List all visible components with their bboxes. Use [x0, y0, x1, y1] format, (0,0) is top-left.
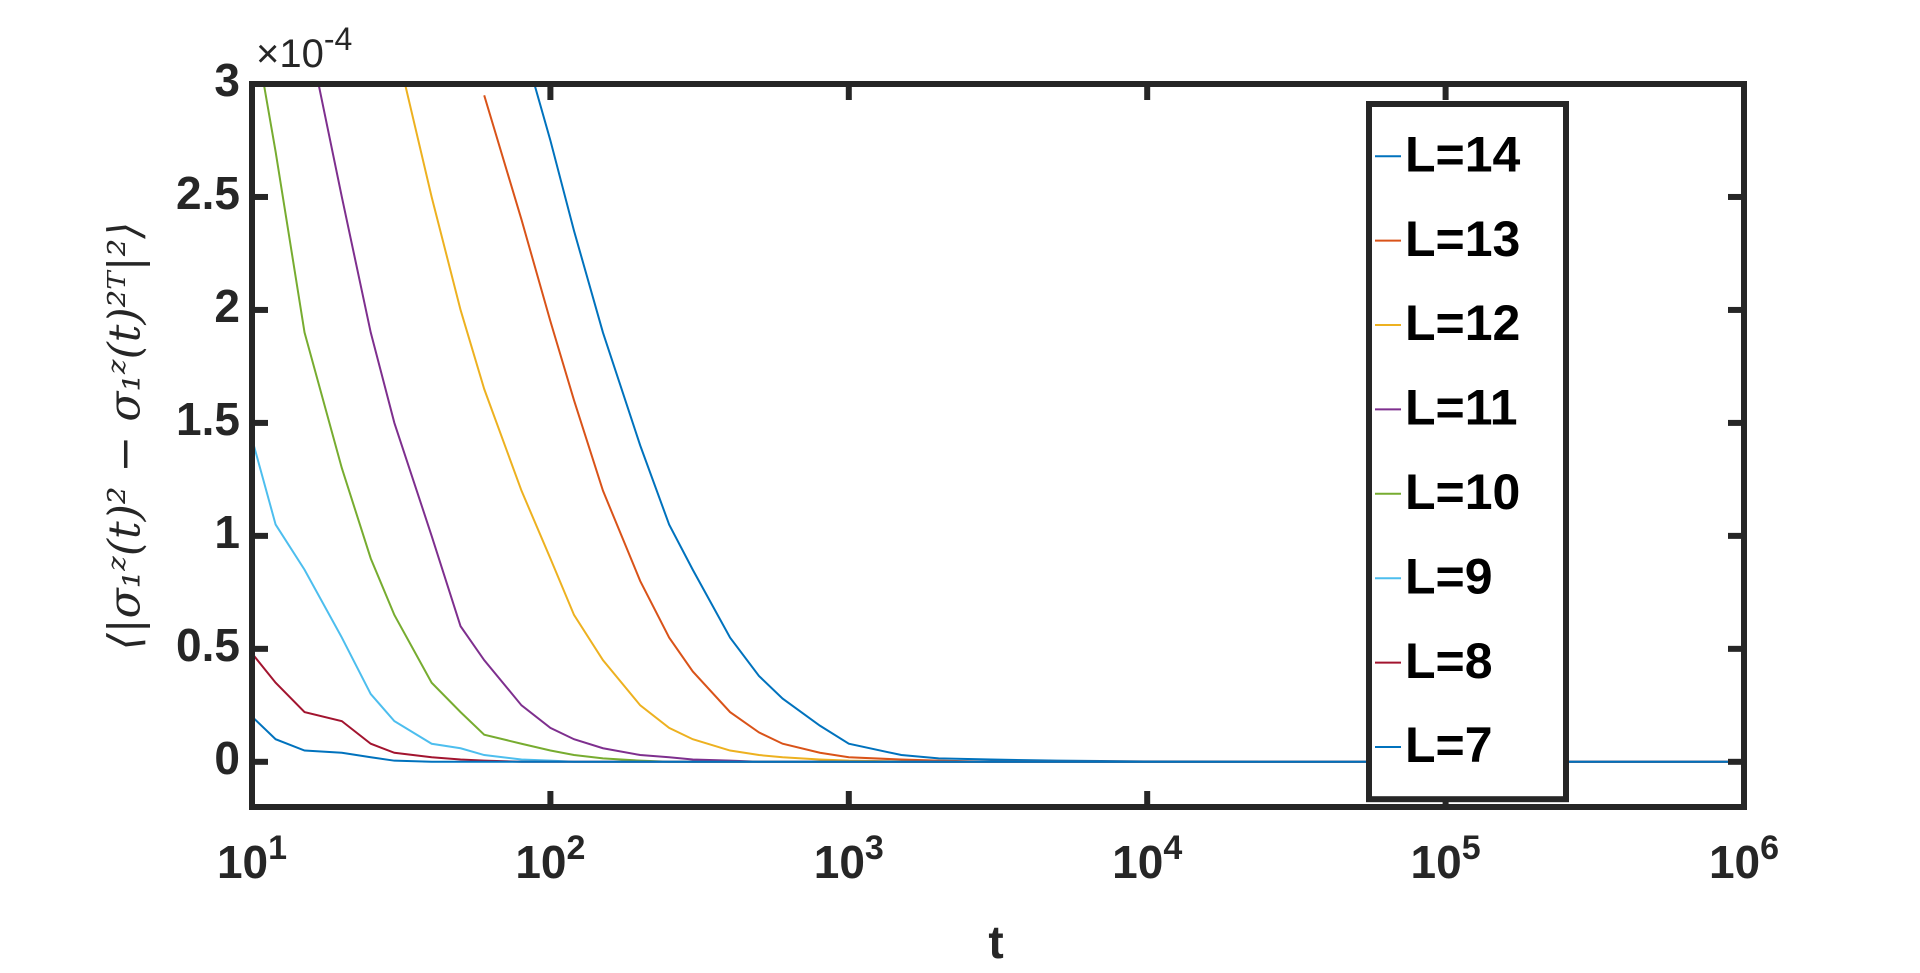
legend-label: L=11 — [1405, 380, 1518, 436]
series-line — [252, 715, 1744, 763]
y-multiplier: ×10-4 — [256, 21, 352, 75]
plot-area — [252, 84, 1744, 763]
x-tick-label: 102 — [515, 829, 585, 888]
x-tick-base: 10 — [1112, 836, 1163, 888]
legend-label: L=14 — [1405, 126, 1521, 182]
x-tick-label: 104 — [1112, 829, 1182, 888]
axes-frame — [249, 81, 1747, 810]
x-tick-base: 10 — [515, 836, 566, 888]
y-tick-label: 0.5 — [176, 619, 240, 671]
y-tick-label: 1.5 — [176, 393, 240, 445]
y-multiplier-base: ×10 — [256, 32, 324, 76]
y-tick-label: 3 — [214, 54, 240, 106]
legend-box — [1366, 101, 1569, 803]
legend-label: L=13 — [1405, 211, 1520, 267]
y-tick-label: 2.5 — [176, 167, 240, 219]
y-axis-label: ⟨|σ₁ᶻ(t)² − σ₁ᶻ(t)²ᵀ|²⟩ — [100, 222, 151, 651]
series-line — [533, 84, 1744, 763]
x-tick-exponent: 4 — [1163, 829, 1182, 867]
y-tick-label: 2 — [214, 280, 240, 332]
legend-label: L=10 — [1405, 464, 1520, 520]
x-tick-base: 10 — [1709, 836, 1760, 888]
x-tick-label: 101 — [217, 829, 287, 888]
x-tick-label: 103 — [814, 829, 884, 888]
x-axis-label: t — [988, 916, 1003, 968]
x-tick-label: 106 — [1709, 829, 1779, 888]
legend-label: L=8 — [1405, 633, 1493, 689]
legend-label: L=9 — [1405, 548, 1493, 604]
x-tick-exponent: 1 — [268, 829, 287, 867]
x-tick-base: 10 — [814, 836, 865, 888]
x-tick-exponent: 6 — [1760, 829, 1779, 867]
y-tick-label: 0 — [214, 732, 240, 784]
y-tick-label: 1 — [214, 506, 240, 558]
x-tick-base: 10 — [217, 836, 268, 888]
x-tick-exponent: 2 — [567, 829, 586, 867]
x-tick-base: 10 — [1411, 836, 1462, 888]
y-multiplier-exponent: -4 — [324, 21, 352, 57]
x-tick-exponent: 3 — [865, 829, 884, 867]
legend-label: L=7 — [1405, 717, 1493, 773]
x-tick-label: 105 — [1411, 829, 1481, 888]
x-tick-exponent: 5 — [1462, 829, 1481, 867]
legend-label: L=12 — [1405, 295, 1520, 351]
